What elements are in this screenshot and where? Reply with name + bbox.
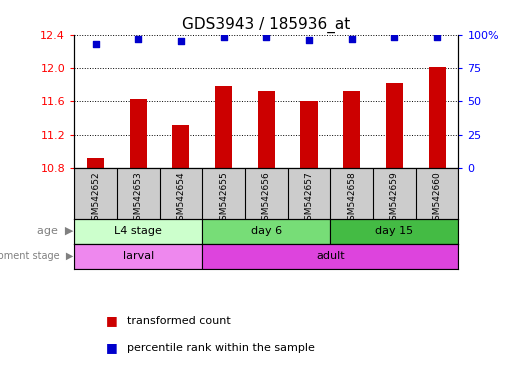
Text: development stage  ▶: development stage ▶ bbox=[0, 251, 73, 261]
Bar bbox=[258, 91, 275, 169]
Text: GSM542659: GSM542659 bbox=[390, 171, 399, 226]
Text: percentile rank within the sample: percentile rank within the sample bbox=[127, 343, 315, 353]
Text: GSM542655: GSM542655 bbox=[219, 171, 228, 226]
Text: ■: ■ bbox=[106, 341, 118, 354]
Text: GSM542657: GSM542657 bbox=[305, 171, 314, 226]
Bar bbox=[215, 86, 232, 169]
Text: day 15: day 15 bbox=[375, 226, 413, 236]
Point bbox=[305, 37, 313, 43]
Point bbox=[433, 34, 441, 40]
Text: transformed count: transformed count bbox=[127, 316, 231, 326]
Point bbox=[262, 34, 270, 40]
Text: day 6: day 6 bbox=[251, 226, 282, 236]
Text: GSM542653: GSM542653 bbox=[134, 171, 143, 226]
Bar bbox=[202, 244, 458, 269]
Bar bbox=[343, 91, 360, 169]
Bar bbox=[87, 157, 104, 169]
Title: GDS3943 / 185936_at: GDS3943 / 185936_at bbox=[182, 17, 350, 33]
Point bbox=[176, 38, 185, 44]
Point bbox=[219, 34, 228, 40]
Bar bbox=[202, 218, 330, 244]
Text: L4 stage: L4 stage bbox=[114, 226, 162, 236]
Point bbox=[348, 35, 356, 41]
Bar bbox=[130, 99, 147, 169]
Text: GSM542652: GSM542652 bbox=[91, 171, 100, 225]
Text: adult: adult bbox=[316, 251, 344, 261]
Bar bbox=[386, 83, 403, 169]
Point bbox=[91, 41, 100, 47]
Bar bbox=[172, 125, 190, 169]
Bar bbox=[429, 67, 446, 169]
Point bbox=[390, 34, 399, 40]
Bar bbox=[301, 101, 317, 169]
Text: GSM542654: GSM542654 bbox=[176, 171, 186, 225]
Bar bbox=[74, 244, 202, 269]
Bar bbox=[330, 218, 458, 244]
Bar bbox=[74, 218, 202, 244]
Text: age  ▶: age ▶ bbox=[37, 226, 73, 236]
Text: larval: larval bbox=[122, 251, 154, 261]
Text: GSM542658: GSM542658 bbox=[347, 171, 356, 226]
Text: GSM542656: GSM542656 bbox=[262, 171, 271, 226]
Text: ■: ■ bbox=[106, 314, 118, 327]
Point bbox=[134, 35, 143, 41]
Text: GSM542660: GSM542660 bbox=[432, 171, 441, 226]
